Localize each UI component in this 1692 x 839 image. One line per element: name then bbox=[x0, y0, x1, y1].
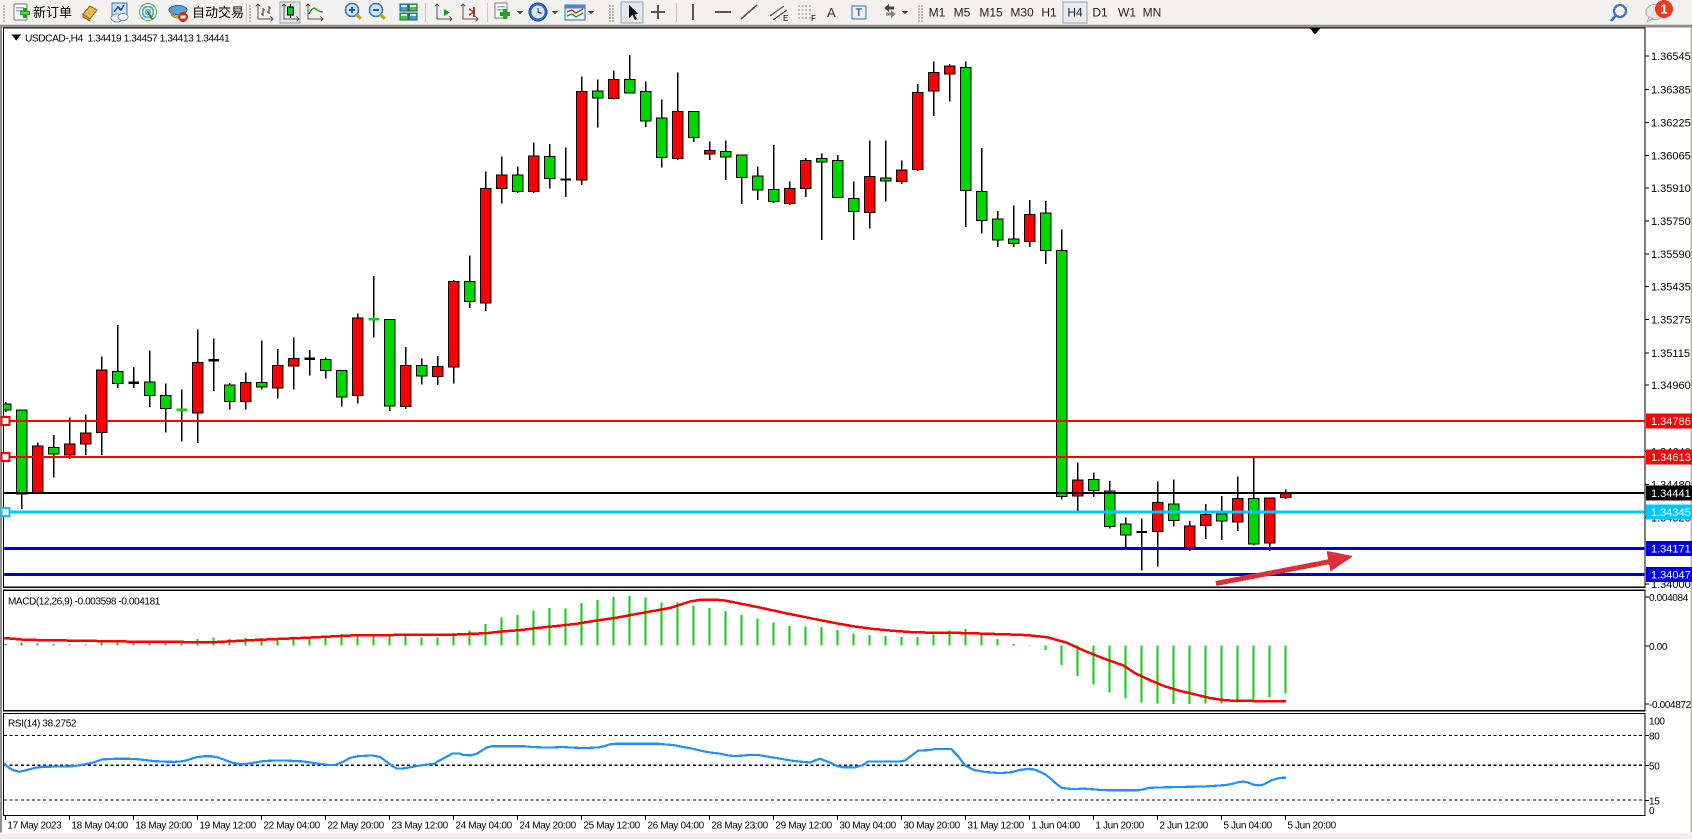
svg-text:自动交易: 自动交易 bbox=[192, 5, 244, 20]
svg-text:1.34171: 1.34171 bbox=[1651, 544, 1691, 556]
svg-text:1.35275: 1.35275 bbox=[1651, 315, 1691, 327]
svg-text:2 Jun 12:00: 2 Jun 12:00 bbox=[1159, 821, 1208, 832]
svg-text:18 May 04:00: 18 May 04:00 bbox=[71, 821, 128, 832]
svg-text:28 May 23:00: 28 May 23:00 bbox=[711, 821, 768, 832]
svg-text:W1: W1 bbox=[1118, 6, 1136, 20]
svg-text:F: F bbox=[811, 14, 816, 23]
svg-text:22 May 04:00: 22 May 04:00 bbox=[263, 821, 320, 832]
svg-text:1.35115: 1.35115 bbox=[1651, 348, 1690, 360]
svg-text:1.36385: 1.36385 bbox=[1651, 84, 1691, 96]
svg-text:1 Jun 04:00: 1 Jun 04:00 bbox=[1031, 821, 1080, 832]
svg-text:0.004084: 0.004084 bbox=[1649, 593, 1689, 604]
svg-text:1: 1 bbox=[1660, 2, 1667, 17]
svg-text:5 Jun 20:00: 5 Jun 20:00 bbox=[1287, 821, 1336, 832]
svg-text:D1: D1 bbox=[1092, 6, 1108, 20]
svg-text:80: 80 bbox=[1649, 732, 1660, 743]
svg-text:24 May 20:00: 24 May 20:00 bbox=[519, 821, 576, 832]
svg-text:30 May 20:00: 30 May 20:00 bbox=[903, 821, 960, 832]
svg-text:30 May 04:00: 30 May 04:00 bbox=[839, 821, 896, 832]
svg-text:M30: M30 bbox=[1010, 6, 1034, 20]
svg-text:22 May 20:00: 22 May 20:00 bbox=[327, 821, 384, 832]
svg-text:15: 15 bbox=[1649, 796, 1660, 807]
svg-text:23 May 12:00: 23 May 12:00 bbox=[391, 821, 448, 832]
svg-text:25 May 12:00: 25 May 12:00 bbox=[583, 821, 640, 832]
svg-text:1.36065: 1.36065 bbox=[1651, 151, 1691, 163]
svg-text:5 Jun 04:00: 5 Jun 04:00 bbox=[1223, 821, 1272, 832]
svg-text:100: 100 bbox=[1649, 717, 1665, 728]
svg-text:31 May 12:00: 31 May 12:00 bbox=[967, 821, 1024, 832]
svg-text:0: 0 bbox=[1649, 806, 1655, 817]
svg-text:1.34441: 1.34441 bbox=[1651, 488, 1691, 500]
svg-text:T: T bbox=[856, 7, 863, 19]
svg-text:1.34960: 1.34960 bbox=[1651, 380, 1691, 392]
svg-text:H1: H1 bbox=[1041, 6, 1057, 20]
svg-text:19 May 12:00: 19 May 12:00 bbox=[199, 821, 256, 832]
svg-text:0.00: 0.00 bbox=[1649, 642, 1668, 653]
svg-text:1.34345: 1.34345 bbox=[1651, 507, 1691, 519]
svg-text:1.36545: 1.36545 bbox=[1651, 51, 1691, 63]
svg-text:1.35435: 1.35435 bbox=[1651, 281, 1691, 293]
svg-text:50: 50 bbox=[1649, 761, 1660, 772]
svg-text:M1: M1 bbox=[929, 6, 946, 20]
svg-text:A: A bbox=[827, 5, 836, 20]
svg-text:1.35910: 1.35910 bbox=[1651, 183, 1691, 195]
svg-text:1.35750: 1.35750 bbox=[1651, 216, 1691, 228]
svg-text:1.36225: 1.36225 bbox=[1651, 118, 1691, 130]
svg-text:M5: M5 bbox=[954, 6, 971, 20]
svg-text:-0.004872: -0.004872 bbox=[1649, 700, 1692, 711]
svg-text:新订单: 新订单 bbox=[33, 5, 72, 20]
svg-text:E: E bbox=[783, 14, 788, 23]
svg-text:1.34047: 1.34047 bbox=[1651, 570, 1691, 582]
svg-text:RSI(14) 38.2752: RSI(14) 38.2752 bbox=[8, 719, 77, 730]
svg-text:MACD(12,26,9) -0.003598 -0.004: MACD(12,26,9) -0.003598 -0.004181 bbox=[8, 597, 161, 608]
svg-text:1.35590: 1.35590 bbox=[1651, 249, 1691, 261]
svg-text:H4: H4 bbox=[1067, 6, 1083, 20]
svg-text:1 Jun 20:00: 1 Jun 20:00 bbox=[1095, 821, 1144, 832]
svg-text:26 May 04:00: 26 May 04:00 bbox=[647, 821, 704, 832]
svg-text:18 May 20:00: 18 May 20:00 bbox=[135, 821, 192, 832]
svg-text:USDCAD-,H4 1.34419 1.34457 1.: USDCAD-,H4 1.34419 1.34457 1.34413 1.344… bbox=[25, 34, 230, 45]
svg-text:29 May 12:00: 29 May 12:00 bbox=[775, 821, 832, 832]
svg-text:17 May 2023: 17 May 2023 bbox=[7, 821, 62, 832]
svg-text:1.34613: 1.34613 bbox=[1651, 452, 1691, 464]
svg-text:MN: MN bbox=[1143, 6, 1162, 20]
svg-text:24 May 04:00: 24 May 04:00 bbox=[455, 821, 512, 832]
svg-text:M15: M15 bbox=[979, 6, 1003, 20]
svg-text:1.34786: 1.34786 bbox=[1651, 416, 1691, 428]
